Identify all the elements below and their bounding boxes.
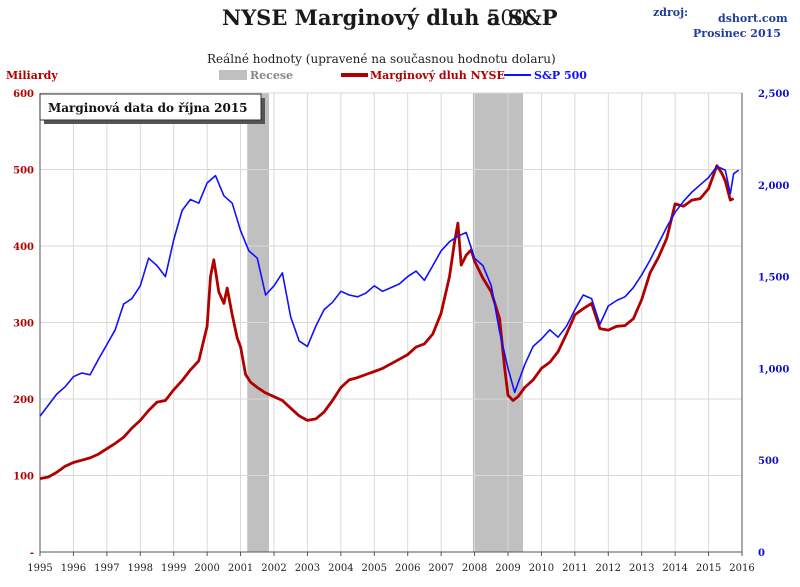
x-tick-label-14: 2009 <box>495 563 520 574</box>
series-line-sp500 <box>39 165 740 417</box>
x-tick-label-4: 1999 <box>161 563 186 574</box>
legend-label-sp500: S&P 500 <box>534 69 587 82</box>
x-tick-label-7: 2002 <box>261 563 286 574</box>
x-tick-label-18: 2013 <box>629 563 654 574</box>
legend-label-margin: Marginový dluh NYSE <box>370 69 505 82</box>
y-left-tick-label-4: 400 <box>13 242 34 253</box>
x-tick-label-10: 2005 <box>362 563 387 574</box>
legend: Recese Marginový dluh NYSE S&P 500 <box>219 69 587 82</box>
x-tick-label-3: 1998 <box>128 563 153 574</box>
y-right-tick-label-4: 2,000 <box>758 181 789 192</box>
y-right-tick-label-3: 1,500 <box>758 273 789 284</box>
y-right-tick-label-5: 2,500 <box>758 89 789 100</box>
x-tick-label-6: 2001 <box>228 563 253 574</box>
annotation-frame <box>39 93 262 121</box>
y-right-tick-label-1: 500 <box>758 456 779 467</box>
x-tick-label-21: 2016 <box>729 563 754 574</box>
y-left-tick-label-3: 300 <box>13 319 34 330</box>
y-right-tick-label-0: 0 <box>758 548 765 559</box>
series-line-margin-debt <box>39 164 735 480</box>
x-tick-label-12: 2007 <box>428 563 453 574</box>
x-tick-label-5: 2000 <box>194 563 219 574</box>
x-tick-label-1: 1996 <box>61 563 86 574</box>
x-tick-label-17: 2012 <box>596 563 621 574</box>
x-tick-label-20: 2015 <box>696 563 721 574</box>
annotation-text: Marginová data do října 2015 <box>48 101 248 115</box>
chart-title: NYSE Marginový dluh a S&P <box>222 5 558 30</box>
y-left-tick-label-1: 100 <box>13 472 34 483</box>
chart-subtitle: Reálné hodnoty (upravené na současnou ho… <box>207 52 556 66</box>
x-tick-label-15: 2010 <box>529 563 554 574</box>
source-label: zdroj: <box>653 6 688 19</box>
x-tick-label-19: 2014 <box>662 563 687 574</box>
chart-title-number: 500 <box>487 6 527 30</box>
x-tick-label-16: 2011 <box>562 563 587 574</box>
x-tick-label-2: 1997 <box>94 563 119 574</box>
annotation-box: Marginová data do října 2015 <box>39 93 265 124</box>
x-tick-label-8: 2003 <box>295 563 320 574</box>
x-tick-label-13: 2008 <box>462 563 487 574</box>
plot-layer: - 100 200 300 400 500 600 0 500 1,000 1,500 2,000 2,… <box>13 89 789 574</box>
legend-swatch-recession <box>219 70 247 80</box>
y-axis-left-label: Miliardy <box>6 69 58 82</box>
legend-label-recession: Recese <box>250 69 293 82</box>
source-site: dshort.com <box>718 12 788 25</box>
y-left-tick-label-6: 600 <box>13 89 34 100</box>
y-left-tick-label-2: 200 <box>13 395 34 406</box>
y-right-tick-label-2: 1,000 <box>758 364 789 375</box>
x-tick-label-11: 2006 <box>395 563 420 574</box>
x-tick-label-0: 1995 <box>27 563 52 574</box>
y-left-tick-label-0: - <box>30 548 34 559</box>
x-tick-label-9: 2004 <box>328 563 353 574</box>
y-left-tick-label-5: 500 <box>13 166 34 177</box>
source-date: Prosinec 2015 <box>693 27 781 40</box>
